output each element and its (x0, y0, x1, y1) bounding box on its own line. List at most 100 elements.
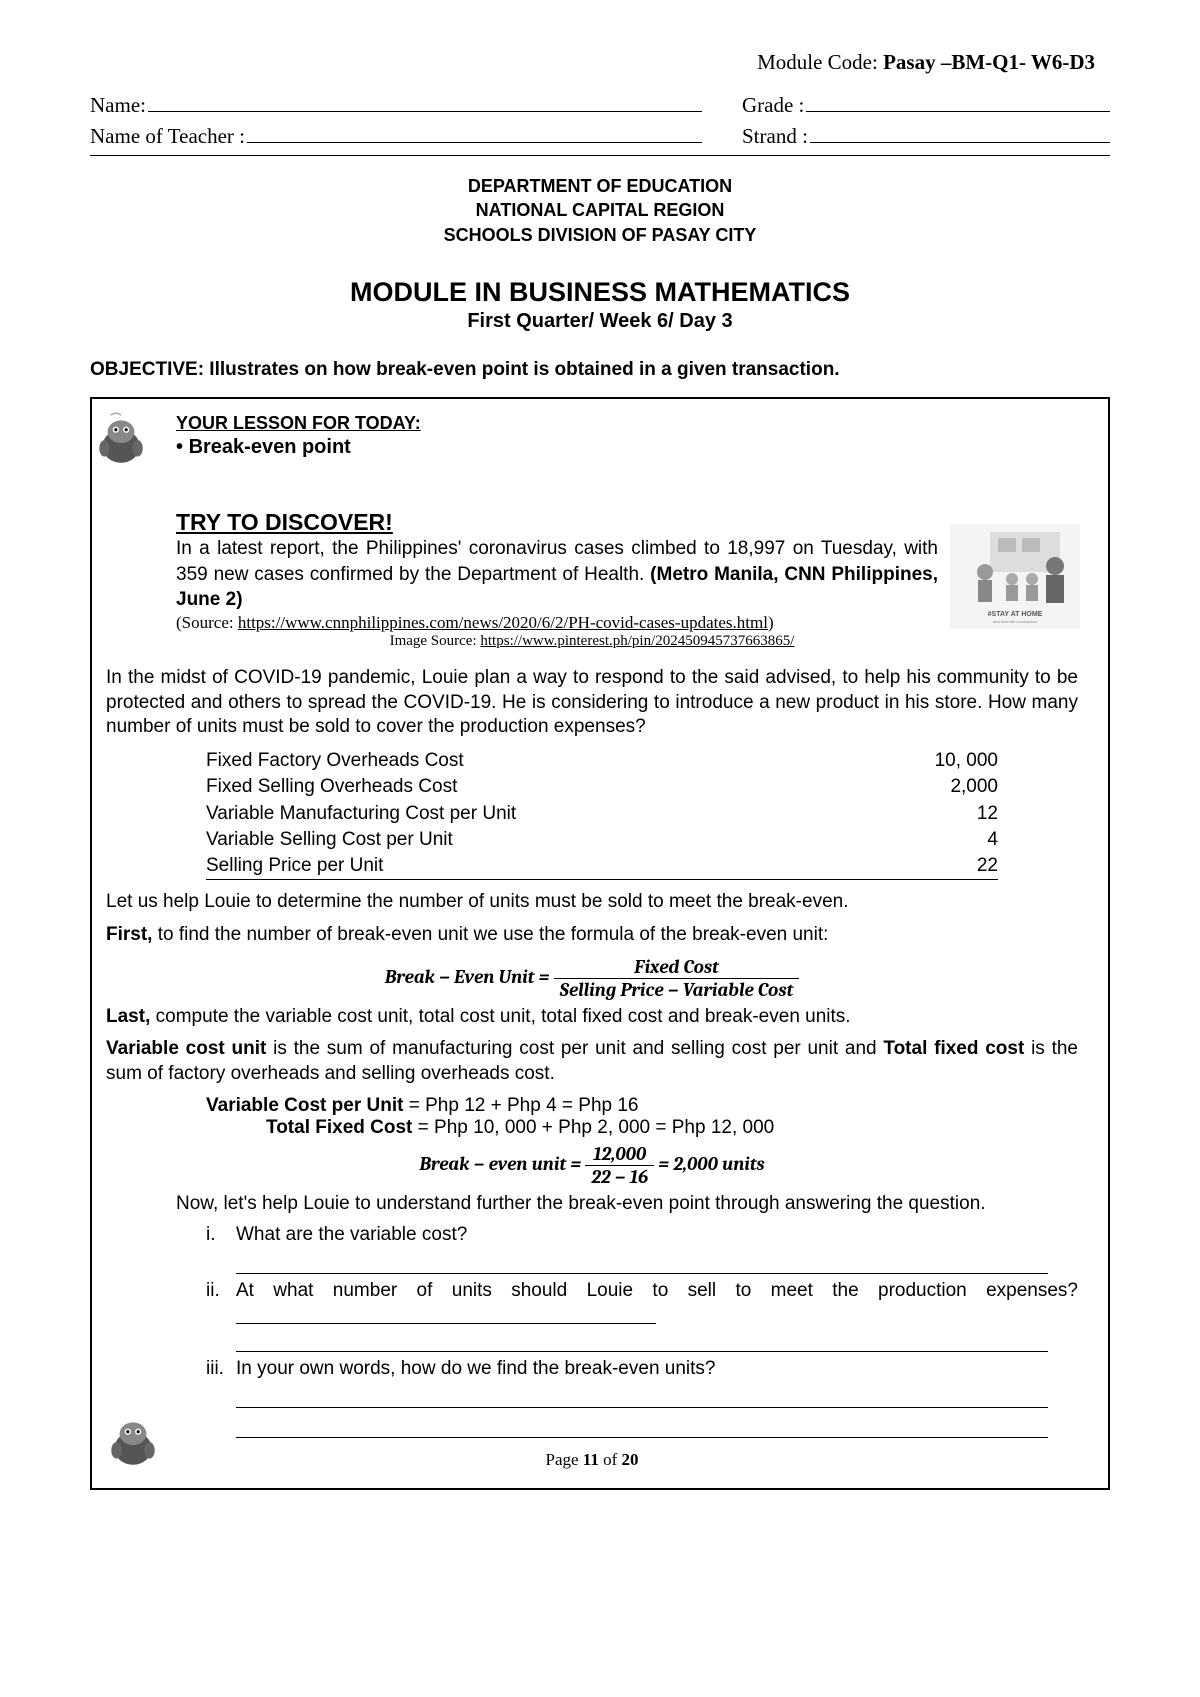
cost-label: Fixed Selling Overheads Cost (206, 774, 457, 800)
dept-line-2: NATIONAL CAPITAL REGION (90, 198, 1110, 222)
lesson-header: YOUR LESSON FOR TODAY: (176, 413, 1078, 434)
teacher-input-line[interactable] (247, 120, 702, 143)
objective: OBJECTIVE: Illustrates on how break-even… (90, 359, 1110, 381)
name-input-line[interactable] (148, 89, 702, 112)
first-step: First, to find the number of break-even … (106, 923, 1078, 948)
svg-text:#STAY AT HOME: #STAY AT HOME (988, 611, 1043, 618)
formula2-lhs: Break − even unit = (419, 1153, 585, 1175)
calc1-value: = Php 12 + Php 4 = Php 16 (403, 1095, 638, 1116)
question-number: iii. (206, 1358, 236, 1380)
page-footer: Page 11 of 20 (106, 1450, 1078, 1470)
cost-value: 22 (898, 853, 998, 879)
table-row: Fixed Factory Overheads Cost 10, 000 (206, 748, 998, 774)
try-discover-heading: TRY TO DISCOVER! (176, 509, 1078, 536)
name-label: Name: (90, 93, 146, 118)
cost-label: Selling Price per Unit (206, 853, 383, 879)
question-item: ii. At what number of units should Louie… (206, 1280, 1078, 1324)
divider (90, 155, 1110, 156)
question-list: i. What are the variable cost? (206, 1224, 1078, 1246)
page-num: 11 (583, 1450, 599, 1469)
scenario-paragraph: In the midst of COVID-19 pandemic, Louie… (106, 666, 1078, 740)
image-source-label: Image Source: (390, 633, 481, 649)
calc-variable-cost: Variable Cost per Unit = Php 12 + Php 4 … (206, 1095, 1078, 1117)
question-text: What are the variable cost? (236, 1224, 1078, 1246)
cost-label: Variable Manufacturing Cost per Unit (206, 801, 516, 827)
formula2-den: 22 − 16 (585, 1166, 654, 1188)
formula-breakeven-calc: Break − even unit = 12,00022 − 16 = 2,00… (106, 1143, 1078, 1188)
cost-label: Fixed Factory Overheads Cost (206, 748, 464, 774)
question-list: ii. At what number of units should Louie… (206, 1280, 1078, 1324)
answer-inline-line[interactable] (236, 1323, 656, 1324)
calc2-label: Total Fixed Cost (266, 1117, 412, 1138)
cost-value: 12 (898, 801, 998, 827)
question-list: iii. In your own words, how do we find t… (206, 1358, 1078, 1380)
cost-value: 2,000 (898, 774, 998, 800)
formula-lhs: Break − Even Unit = (385, 966, 554, 988)
formula-den: Selling Price − Variable Cost (554, 979, 800, 1001)
page-pre: Page (545, 1450, 582, 1469)
answer-line[interactable] (236, 1250, 1048, 1274)
formula-num: Fixed Cost (554, 956, 800, 979)
help-paragraph: Let us help Louie to determine the numbe… (106, 890, 1078, 915)
module-code-value: Pasay –BM-Q1- W6-D3 (883, 50, 1095, 74)
var-cost-term: Variable cost unit (106, 1038, 266, 1059)
last-text: compute the variable cost unit, total co… (150, 1006, 850, 1027)
page-total: 20 (622, 1450, 639, 1469)
module-title: MODULE IN BUSINESS MATHEMATICS (90, 277, 1110, 308)
teacher-label: Name of Teacher : (90, 124, 245, 149)
grade-label: Grade : (742, 93, 804, 118)
calc1-label: Variable Cost per Unit (206, 1095, 403, 1116)
image-source-url: https://www.pinterest.ph/pin/20245094573… (480, 633, 794, 649)
dept-line-1: DEPARTMENT OF EDUCATION (90, 174, 1110, 198)
strand-input-line[interactable] (810, 120, 1110, 143)
formula-breakeven: Break − Even Unit = Fixed CostSelling Pr… (106, 956, 1078, 1001)
source-label: (Source: (176, 613, 238, 632)
answer-line[interactable] (236, 1414, 1048, 1438)
first-label: First, (106, 924, 152, 945)
table-row: Fixed Selling Overheads Cost 2,000 (206, 774, 998, 800)
last-step: Last, compute the variable cost unit, to… (106, 1005, 1078, 1030)
var-cost-def: is the sum of manufacturing cost per uni… (266, 1038, 883, 1059)
grade-input-line[interactable] (806, 89, 1110, 112)
svg-text:and beat the coronavirus: and beat the coronavirus (993, 619, 1037, 624)
question-text: In your own words, how do we find the br… (236, 1358, 1078, 1380)
lesson-bullet: • Break-even point (176, 436, 1078, 459)
question-number: i. (206, 1224, 236, 1246)
formula2-rhs: = 2,000 units (654, 1153, 765, 1175)
question-number: ii. (206, 1280, 236, 1324)
content-box: YOUR LESSON FOR TODAY: • Break-even poin… (90, 397, 1110, 1490)
strand-label: Strand : (742, 124, 808, 149)
calc2-value: = Php 10, 000 + Php 2, 000 = Php 12, 000 (412, 1117, 774, 1138)
source-line: (Source: https://www.cnnphilippines.com/… (176, 613, 1078, 633)
cost-value: 4 (898, 827, 998, 853)
mascot-icon (90, 407, 152, 469)
module-code-label: Module Code: (757, 50, 883, 74)
definitions: Variable cost unit is the sum of manufac… (106, 1037, 1078, 1086)
table-row: Variable Manufacturing Cost per Unit 12 (206, 801, 998, 827)
cost-value: 10, 000 (898, 748, 998, 774)
table-row: Variable Selling Cost per Unit4 (206, 827, 998, 853)
lesson-bullet-text: Break-even point (189, 436, 351, 458)
module-code: Module Code: Pasay –BM-Q1- W6-D3 (90, 50, 1110, 75)
now-help-paragraph: Now, let's help Louie to understand furt… (176, 1192, 1078, 1217)
header-fields: Name: Grade : Name of Teacher : Strand : (90, 89, 1110, 149)
last-label: Last, (106, 1006, 150, 1027)
question-item: i. What are the variable cost? (206, 1224, 1078, 1246)
first-text: to find the number of break-even unit we… (152, 924, 828, 945)
question-item: iii. In your own words, how do we find t… (206, 1358, 1078, 1380)
table-row: Selling Price per Unit 22 (206, 853, 998, 880)
calc-fixed-cost: Total Fixed Cost = Php 10, 000 + Php 2, … (266, 1117, 1078, 1139)
mascot-icon (102, 1409, 164, 1471)
source-close: ) (768, 613, 774, 632)
stay-home-image: #STAY AT HOME and beat the coronavirus (950, 524, 1080, 629)
module-subtitle: First Quarter/ Week 6/ Day 3 (90, 310, 1110, 333)
question-text: At what number of units should Louie to … (236, 1280, 1078, 1324)
dept-line-3: SCHOOLS DIVISION OF PASAY CITY (90, 223, 1110, 247)
answer-line[interactable] (236, 1328, 1048, 1352)
formula2-num: 12,000 (585, 1143, 654, 1166)
image-source-line: Image Source: https://www.pinterest.ph/p… (106, 633, 1078, 650)
discover-paragraph: In a latest report, the Philippines' cor… (176, 536, 938, 613)
page-mid: of (599, 1450, 622, 1469)
fixed-cost-term: Total fixed cost (883, 1038, 1024, 1059)
answer-line[interactable] (236, 1384, 1048, 1408)
